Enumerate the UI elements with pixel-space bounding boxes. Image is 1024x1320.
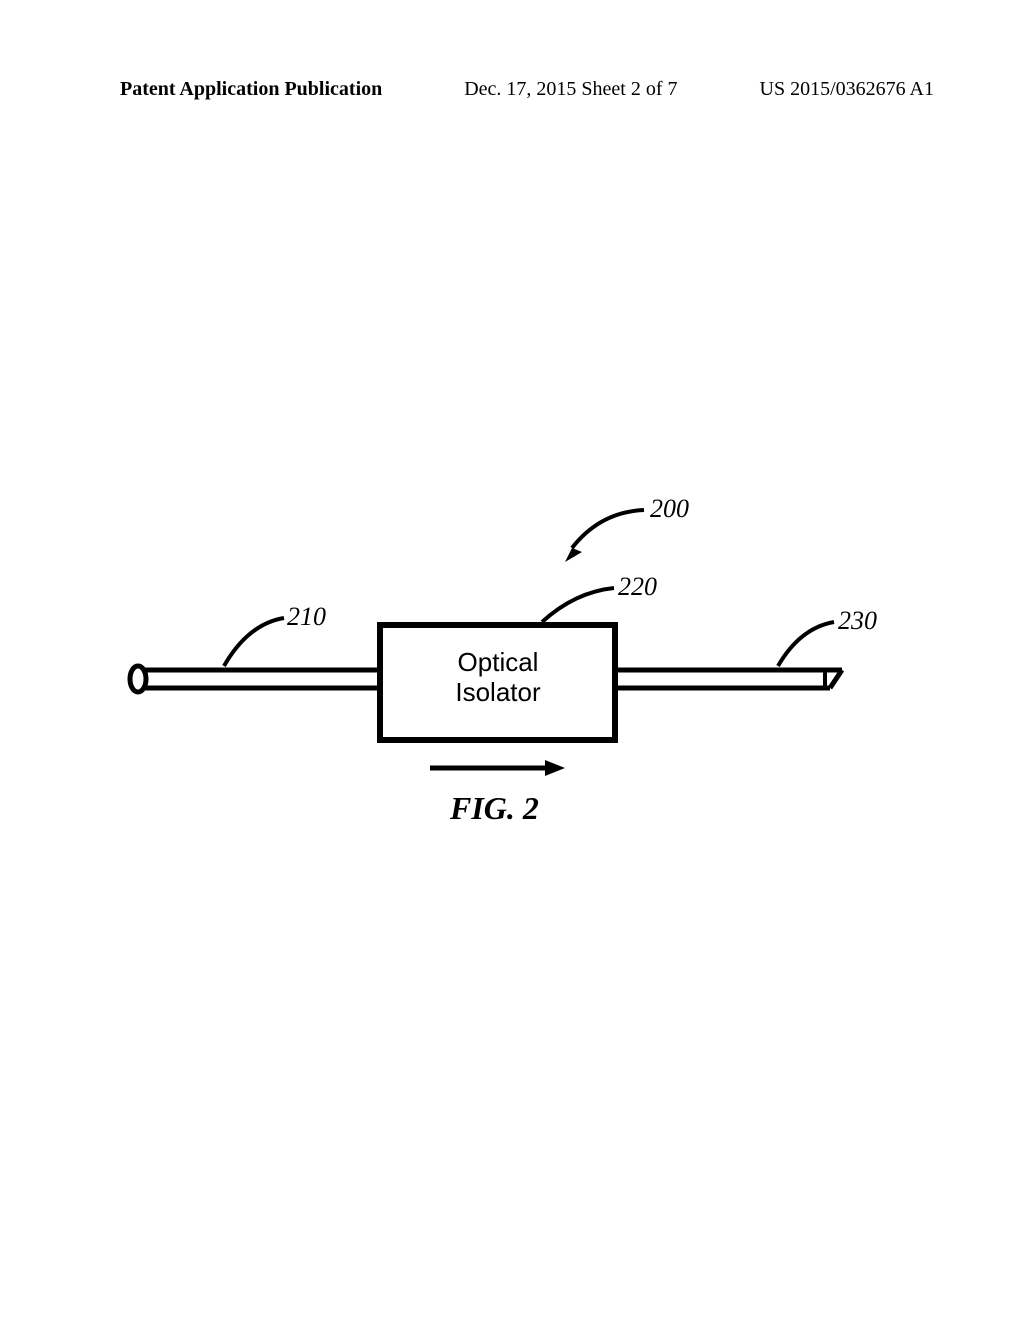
right-fiber xyxy=(615,669,842,689)
ref-200: 200 xyxy=(650,494,689,524)
leader-220 xyxy=(542,588,614,622)
ref-220: 220 xyxy=(618,572,657,602)
isolator-label-line1: Optical xyxy=(458,647,539,677)
leader-200 xyxy=(565,510,644,562)
leader-230 xyxy=(778,622,834,666)
direction-arrow-icon xyxy=(430,760,565,776)
isolator-label-line2: Isolator xyxy=(455,677,540,707)
ref-230: 230 xyxy=(838,606,877,636)
ref-210: 210 xyxy=(287,602,326,632)
page-root: Patent Application Publication Dec. 17, … xyxy=(0,0,1024,1320)
leader-210 xyxy=(224,618,284,666)
isolator-box-label: Optical Isolator xyxy=(398,648,598,708)
figure-label: FIG. 2 xyxy=(450,790,539,827)
left-fiber xyxy=(130,666,380,692)
